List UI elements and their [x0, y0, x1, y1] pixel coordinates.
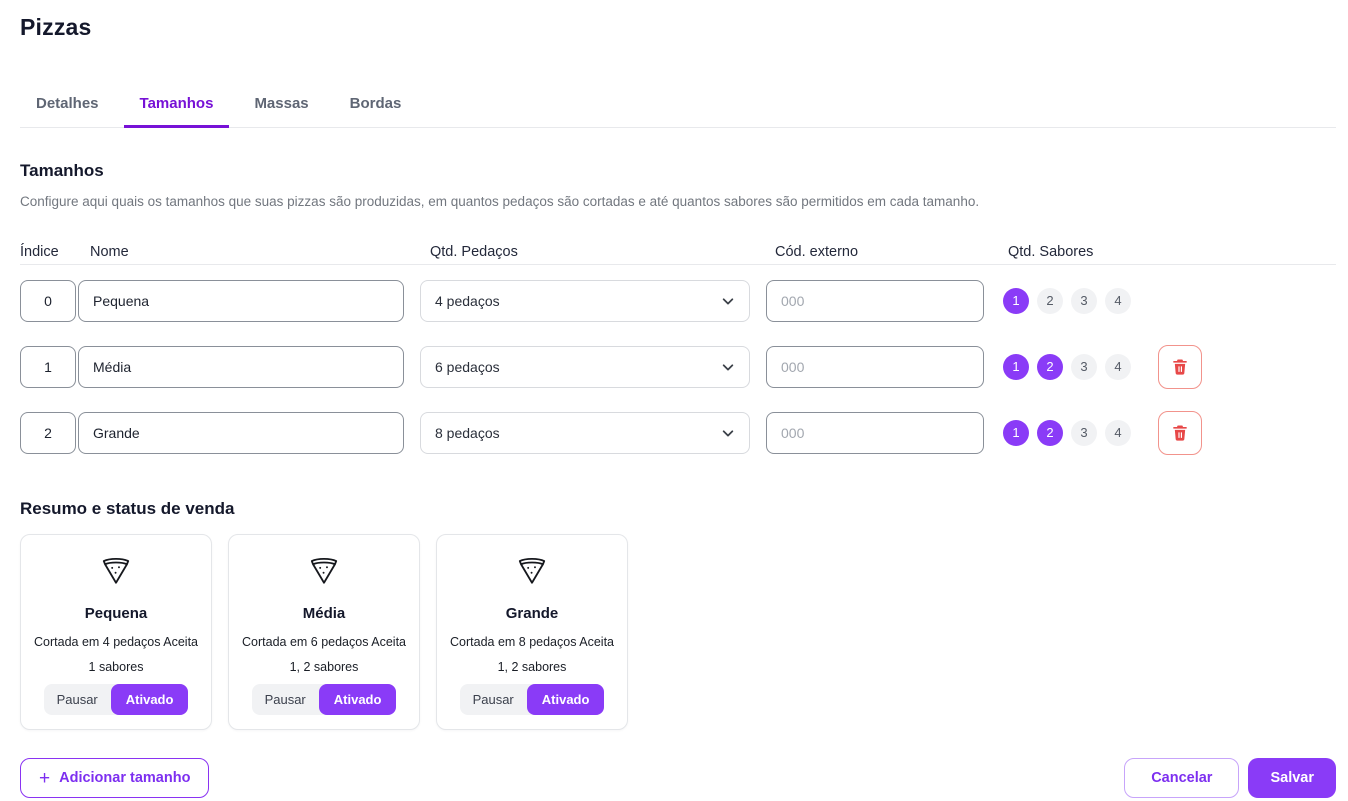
footer-actions: Cancelar Salvar	[1124, 758, 1336, 798]
activate-button[interactable]: Ativado	[526, 684, 605, 715]
summary-card: Média Cortada em 6 pedaços Aceita 1, 2 s…	[228, 534, 420, 730]
name-field[interactable]	[78, 280, 404, 322]
sabores-pill-2[interactable]: 2	[1037, 354, 1063, 380]
card-description-line2: 1 sabores	[88, 660, 144, 674]
sabores-pill-2[interactable]: 2	[1037, 420, 1063, 446]
card-size-name: Média	[302, 605, 346, 622]
activate-button[interactable]: Ativado	[110, 684, 189, 715]
pause-button[interactable]: Pausar	[460, 684, 527, 715]
cod-externo-field[interactable]	[766, 346, 984, 388]
page-title: Pizzas	[20, 14, 92, 40]
sabores-pill-1[interactable]: 1	[1003, 420, 1029, 446]
sabores-pill-4[interactable]: 4	[1105, 288, 1131, 314]
pedacos-select-value: 4 pedaços	[435, 293, 500, 309]
sabores-pill-3[interactable]: 3	[1071, 354, 1097, 380]
sabores-pill-1[interactable]: 1	[1003, 354, 1029, 380]
card-description-line1: Cortada em 6 pedaços Aceita	[242, 635, 406, 649]
card-description-line2: 1, 2 sabores	[289, 660, 359, 674]
card-description: Cortada em 4 pedaços Aceita 1 sabores	[34, 630, 198, 680]
add-size-button-label: Adicionar tamanho	[59, 770, 191, 786]
card-description: Cortada em 6 pedaços Aceita 1, 2 sabores	[242, 630, 406, 680]
card-description: Cortada em 8 pedaços Aceita 1, 2 sabores	[450, 630, 614, 680]
tab-massas[interactable]: Massas	[238, 85, 324, 128]
status-toggle: Pausar Ativado	[43, 684, 189, 715]
card-description-line1: Cortada em 8 pedaços Aceita	[450, 635, 614, 649]
pedacos-select[interactable]: 6 pedaços	[420, 346, 750, 388]
add-size-button[interactable]: + Adicionar tamanho	[20, 758, 210, 798]
chevron-down-icon	[722, 430, 734, 437]
column-header-nome: Nome	[90, 244, 129, 260]
cancel-button[interactable]: Cancelar	[1124, 758, 1240, 798]
save-button[interactable]: Salvar	[1248, 758, 1336, 798]
section-description: Configure aqui quais os tamanhos que sua…	[20, 194, 980, 209]
cod-externo-field[interactable]	[766, 412, 984, 454]
plus-icon: +	[39, 767, 51, 789]
chevron-down-icon	[722, 298, 734, 305]
sabores-pill-4[interactable]: 4	[1105, 420, 1131, 446]
table-header-row: Índice Nome Qtd. Pedaços Cód. externo Qt…	[20, 244, 1336, 265]
pedacos-select-value: 8 pedaços	[435, 425, 500, 441]
status-toggle: Pausar Ativado	[251, 684, 397, 715]
section-title-tamanhos: Tamanhos	[20, 161, 104, 180]
status-toggle: Pausar Ativado	[459, 684, 605, 715]
sabores-pill-4[interactable]: 4	[1105, 354, 1131, 380]
trash-icon	[1173, 425, 1187, 441]
delete-row-button[interactable]	[1158, 345, 1202, 389]
sabores-pill-2[interactable]: 2	[1037, 288, 1063, 314]
tab-bordas[interactable]: Bordas	[334, 85, 418, 128]
tab-bar: Detalhes Tamanhos Massas Bordas	[20, 85, 1336, 128]
sabores-pill-1[interactable]: 1	[1003, 288, 1029, 314]
tab-detalhes[interactable]: Detalhes	[20, 85, 115, 128]
column-header-sabores: Qtd. Sabores	[1008, 244, 1094, 260]
section-title-resumo: Resumo e status de venda	[20, 499, 235, 518]
index-field[interactable]	[20, 280, 76, 322]
index-field[interactable]	[20, 346, 76, 388]
pizza-slice-icon	[102, 557, 130, 584]
summary-card: Pequena Cortada em 4 pedaços Aceita 1 sa…	[20, 534, 212, 730]
pause-button[interactable]: Pausar	[252, 684, 319, 715]
delete-row-button[interactable]	[1158, 411, 1202, 455]
card-size-name: Pequena	[84, 605, 148, 622]
pedacos-select-value: 6 pedaços	[435, 359, 500, 375]
tab-tamanhos[interactable]: Tamanhos	[123, 85, 230, 128]
sabores-pill-3[interactable]: 3	[1071, 288, 1097, 314]
trash-icon	[1173, 359, 1187, 375]
sabores-pill-3[interactable]: 3	[1071, 420, 1097, 446]
summary-cards: Pequena Cortada em 4 pedaços Aceita 1 sa…	[20, 534, 1336, 730]
activate-button[interactable]: Ativado	[318, 684, 397, 715]
chevron-down-icon	[722, 364, 734, 371]
name-field[interactable]	[78, 412, 404, 454]
cod-externo-field[interactable]	[766, 280, 984, 322]
column-header-indice: Índice	[20, 244, 59, 260]
name-field[interactable]	[78, 346, 404, 388]
card-description-line2: 1, 2 sabores	[497, 660, 567, 674]
card-description-line1: Cortada em 4 pedaços Aceita	[34, 635, 198, 649]
pedacos-select[interactable]: 8 pedaços	[420, 412, 750, 454]
footer-bar: + Adicionar tamanho Cancelar Salvar	[20, 758, 1336, 798]
pedacos-select[interactable]: 4 pedaços	[420, 280, 750, 322]
column-header-pedacos: Qtd. Pedaços	[430, 244, 518, 260]
summary-card: Grande Cortada em 8 pedaços Aceita 1, 2 …	[436, 534, 628, 730]
pause-button[interactable]: Pausar	[44, 684, 111, 715]
index-field[interactable]	[20, 412, 76, 454]
pizza-slice-icon	[518, 557, 546, 584]
card-size-name: Grande	[505, 605, 559, 622]
column-header-cod-externo: Cód. externo	[775, 244, 859, 260]
pizza-slice-icon	[310, 557, 338, 584]
